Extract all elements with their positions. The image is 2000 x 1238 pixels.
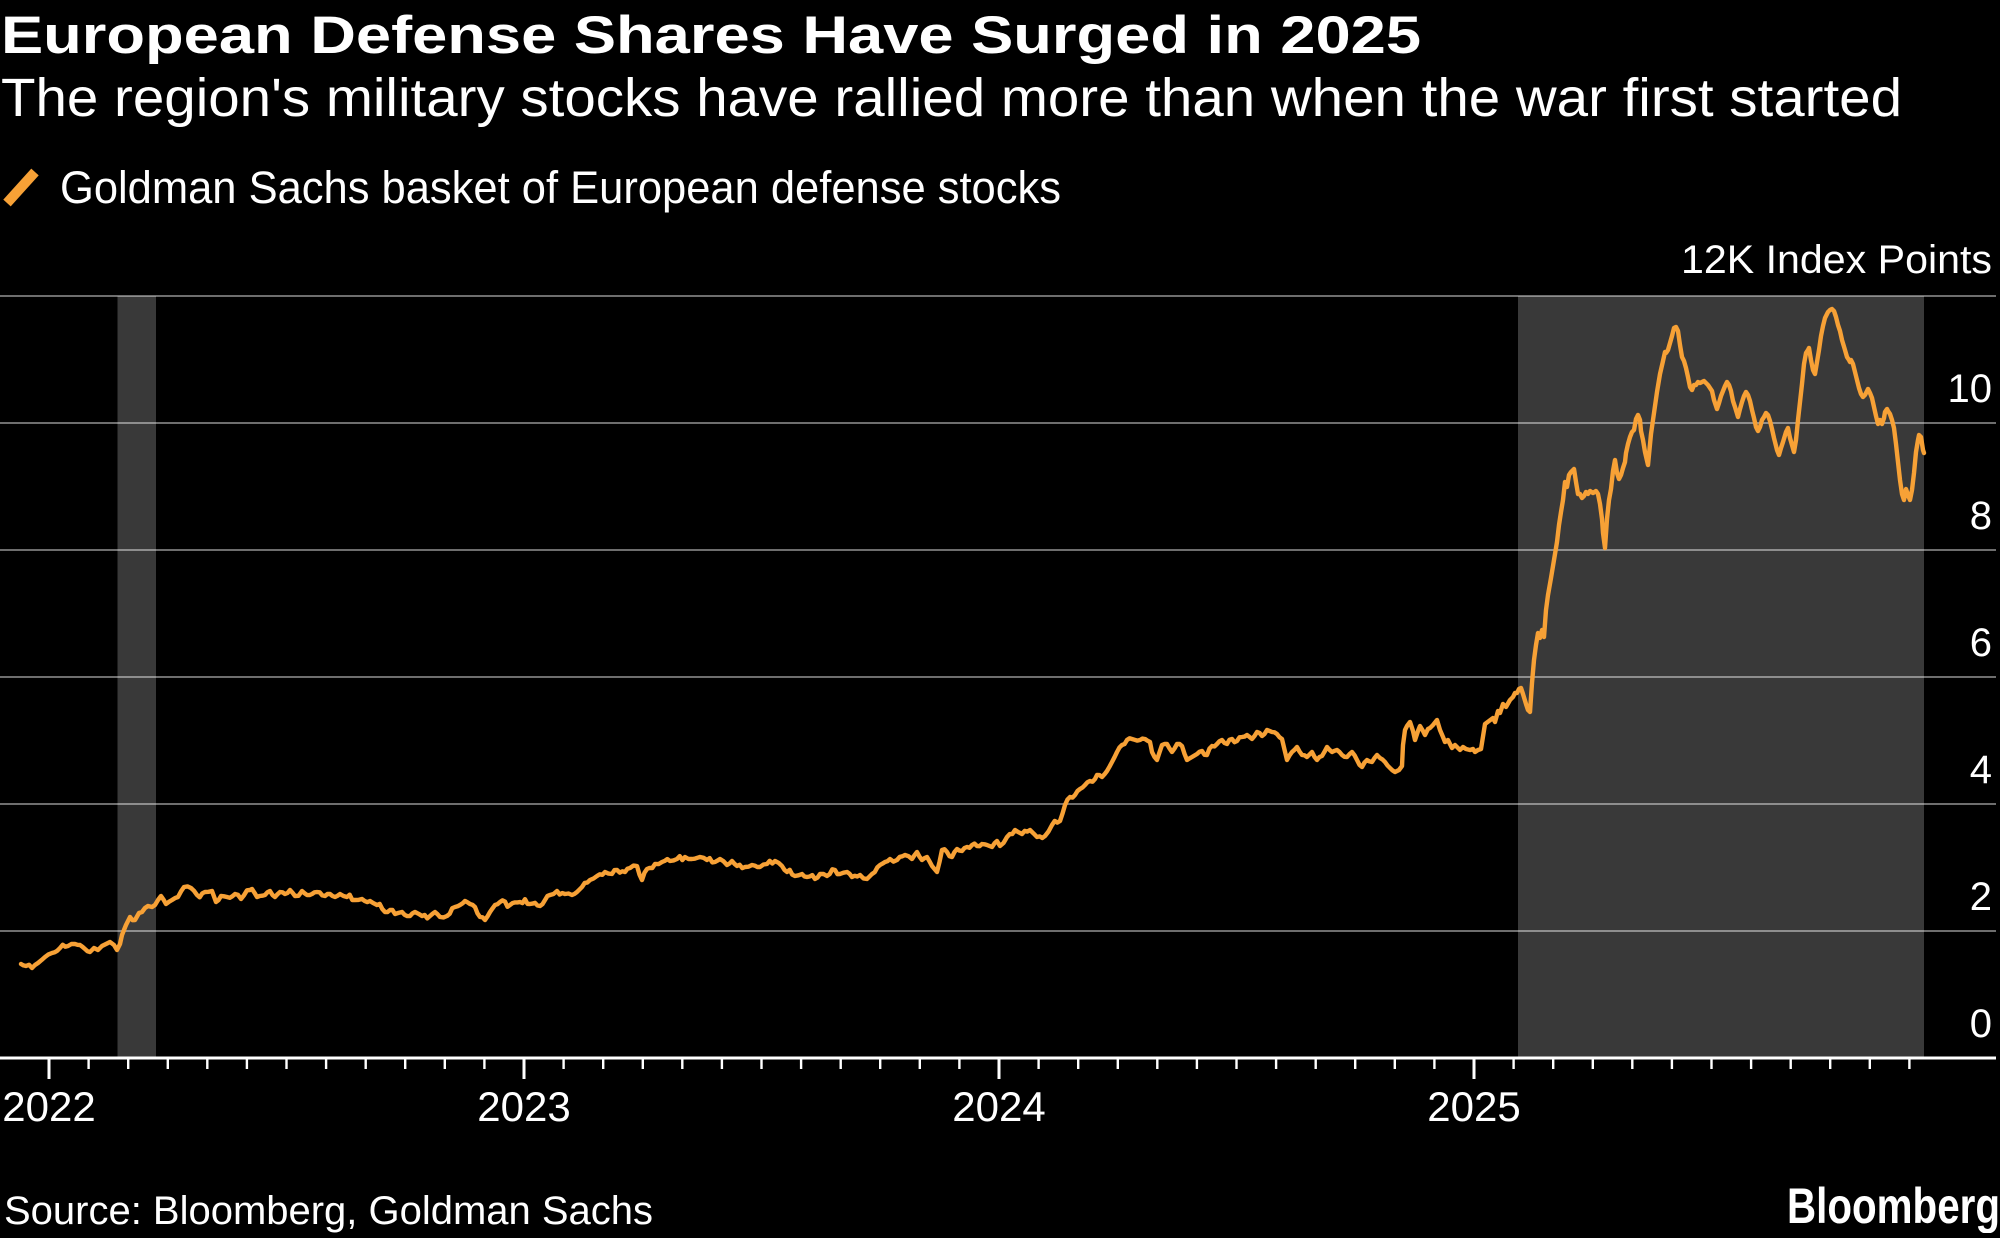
svg-text:Bloomberg: Bloomberg (1787, 1178, 2000, 1233)
svg-text:12K Index Points: 12K Index Points (1681, 238, 1992, 282)
svg-text:2: 2 (1970, 875, 1992, 919)
svg-text:2024: 2024 (952, 1083, 1045, 1130)
svg-text:The region's military stocks h: The region's military stocks have rallie… (1, 68, 1902, 128)
svg-text:10: 10 (1948, 367, 1993, 411)
svg-text:4: 4 (1970, 748, 1992, 792)
svg-text:Goldman Sachs basket of Europe: Goldman Sachs basket of European defense… (60, 162, 1061, 213)
svg-text:2025: 2025 (1427, 1083, 1520, 1130)
svg-text:Source: Bloomberg, Goldman Sac: Source: Bloomberg, Goldman Sachs (4, 1189, 653, 1233)
svg-text:6: 6 (1970, 621, 1992, 665)
svg-text:0: 0 (1970, 1002, 1992, 1046)
svg-text:European Defense Shares Have S: European Defense Shares Have Surged in 2… (1, 6, 1421, 65)
svg-text:2022: 2022 (2, 1083, 95, 1130)
svg-text:8: 8 (1970, 494, 1992, 538)
svg-text:2023: 2023 (477, 1083, 570, 1130)
